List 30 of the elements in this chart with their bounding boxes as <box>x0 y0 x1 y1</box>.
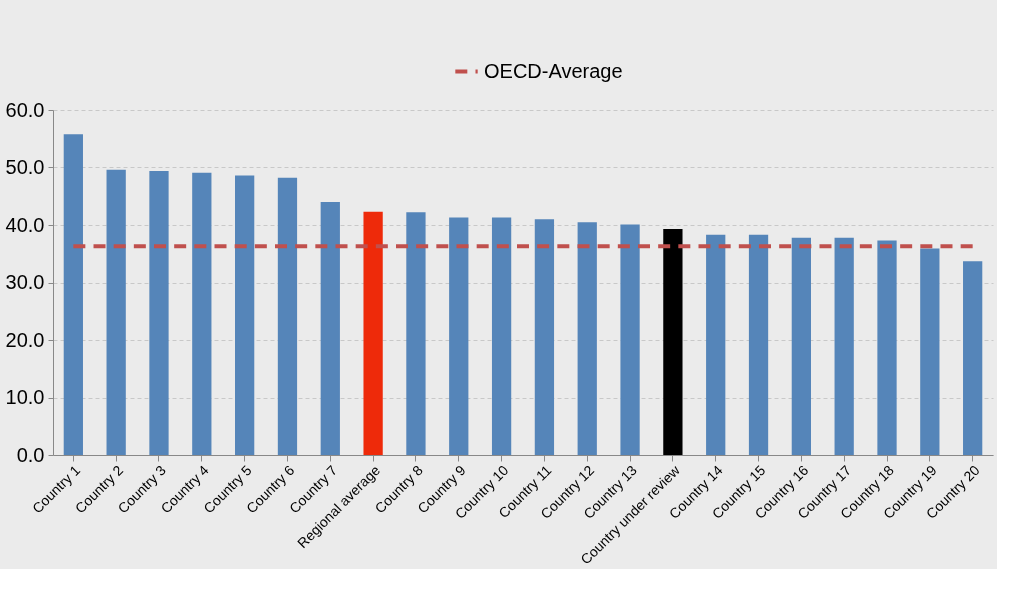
y-tick-label: 0.0 <box>16 443 45 466</box>
bar <box>235 175 255 455</box>
bar <box>449 217 469 455</box>
bar <box>577 222 597 455</box>
bar <box>534 219 555 455</box>
bar <box>834 237 854 455</box>
bar <box>877 240 897 455</box>
bar <box>706 234 726 455</box>
bar <box>791 237 811 455</box>
bar <box>748 234 769 455</box>
bar <box>406 212 426 455</box>
y-tick-label: 40.0 <box>5 213 45 236</box>
bar <box>663 229 683 455</box>
bar <box>363 211 383 455</box>
y-tick-label: 10.0 <box>5 386 45 408</box>
y-tick-label: 50.0 <box>5 156 45 178</box>
bar <box>491 217 512 455</box>
y-tick-label: 30.0 <box>5 271 45 293</box>
bar <box>63 134 83 455</box>
bar <box>620 224 640 455</box>
bar <box>277 177 298 455</box>
bar <box>320 202 340 455</box>
bar <box>192 172 212 455</box>
y-tick-label: 20.0 <box>5 328 45 351</box>
bar <box>106 169 126 455</box>
legend-label: OECD-Average <box>484 59 623 82</box>
bar <box>963 261 983 455</box>
y-tick-label: 60.0 <box>5 98 45 121</box>
bar <box>149 170 169 455</box>
bar <box>920 248 940 455</box>
